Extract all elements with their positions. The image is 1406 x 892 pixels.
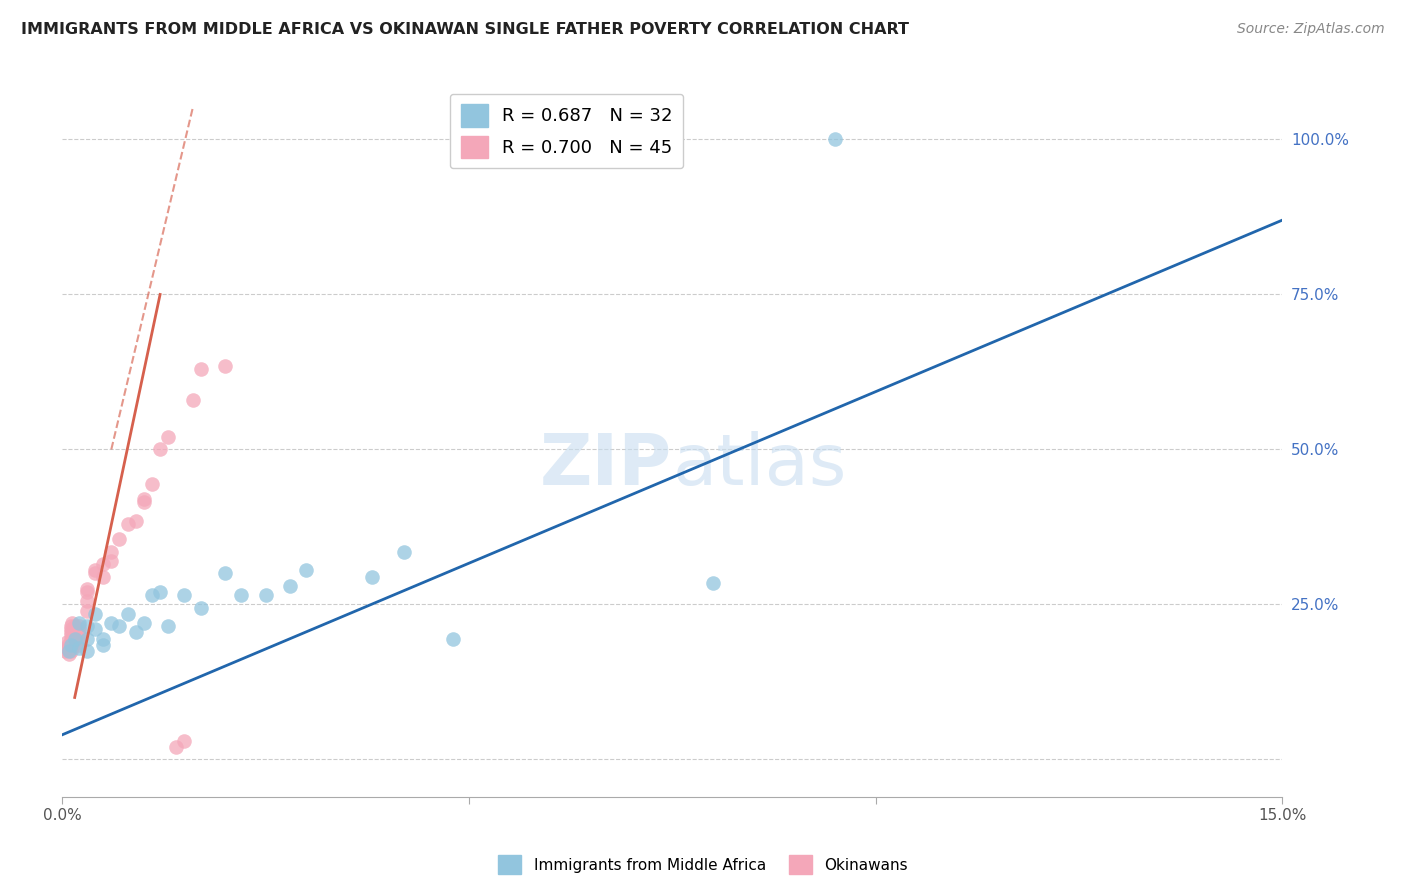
Point	[59, 634, 82, 648]
Point	[141, 476, 163, 491]
Point	[67, 628, 90, 642]
Point	[125, 514, 148, 528]
Point	[84, 566, 107, 581]
Point	[132, 491, 155, 506]
Point	[100, 616, 122, 631]
Point	[149, 585, 172, 599]
Point	[59, 638, 82, 652]
Point	[91, 557, 114, 571]
Point	[125, 625, 148, 640]
Point	[214, 359, 236, 373]
Point	[59, 622, 82, 636]
Point	[76, 582, 98, 596]
Point	[67, 638, 90, 652]
Point	[67, 622, 90, 636]
Point	[190, 362, 212, 376]
Point	[67, 640, 90, 655]
Point	[173, 734, 195, 748]
Point	[173, 588, 195, 602]
Point	[76, 619, 98, 633]
Point	[231, 588, 253, 602]
Point	[360, 569, 382, 583]
Point	[84, 622, 107, 636]
Point	[149, 442, 172, 457]
Point	[91, 569, 114, 583]
Point	[117, 607, 139, 621]
Point	[100, 545, 122, 559]
Point	[55, 640, 77, 655]
Point	[59, 644, 82, 658]
Point	[67, 634, 90, 648]
Point	[108, 533, 131, 547]
Point	[59, 619, 82, 633]
Point	[59, 632, 82, 646]
Point	[60, 616, 83, 631]
Point	[76, 644, 98, 658]
Point	[141, 588, 163, 602]
Point	[100, 554, 122, 568]
Point	[58, 647, 80, 661]
Text: atlas: atlas	[672, 432, 846, 500]
Point	[67, 619, 90, 633]
Point	[157, 619, 180, 633]
Point	[53, 644, 76, 658]
Point	[392, 545, 415, 559]
Point	[58, 644, 80, 658]
Point	[132, 616, 155, 631]
Point	[59, 640, 82, 655]
Point	[108, 619, 131, 633]
Point	[441, 632, 464, 646]
Point	[67, 632, 90, 646]
Point	[181, 392, 204, 407]
Point	[702, 575, 724, 590]
Text: Source: ZipAtlas.com: Source: ZipAtlas.com	[1237, 22, 1385, 37]
Point	[63, 632, 86, 646]
Point	[91, 638, 114, 652]
Point	[824, 132, 846, 146]
Point	[76, 604, 98, 618]
Point	[59, 628, 82, 642]
Point	[254, 588, 277, 602]
Legend: Immigrants from Middle Africa, Okinawans: Immigrants from Middle Africa, Okinawans	[492, 849, 914, 880]
Text: IMMIGRANTS FROM MIDDLE AFRICA VS OKINAWAN SINGLE FATHER POVERTY CORRELATION CHAR: IMMIGRANTS FROM MIDDLE AFRICA VS OKINAWA…	[21, 22, 910, 37]
Point	[76, 632, 98, 646]
Point	[84, 563, 107, 577]
Point	[59, 625, 82, 640]
Text: ZIP: ZIP	[540, 432, 672, 500]
Point	[84, 607, 107, 621]
Point	[165, 740, 187, 755]
Legend: R = 0.687   N = 32, R = 0.700   N = 45: R = 0.687 N = 32, R = 0.700 N = 45	[450, 94, 683, 169]
Point	[157, 430, 180, 444]
Point	[76, 594, 98, 608]
Point	[190, 600, 212, 615]
Point	[67, 616, 90, 631]
Point	[76, 585, 98, 599]
Point	[63, 619, 86, 633]
Point	[117, 516, 139, 531]
Point	[56, 634, 79, 648]
Point	[132, 495, 155, 509]
Point	[91, 632, 114, 646]
Point	[295, 563, 318, 577]
Point	[56, 638, 79, 652]
Point	[278, 579, 301, 593]
Point	[63, 632, 86, 646]
Point	[214, 566, 236, 581]
